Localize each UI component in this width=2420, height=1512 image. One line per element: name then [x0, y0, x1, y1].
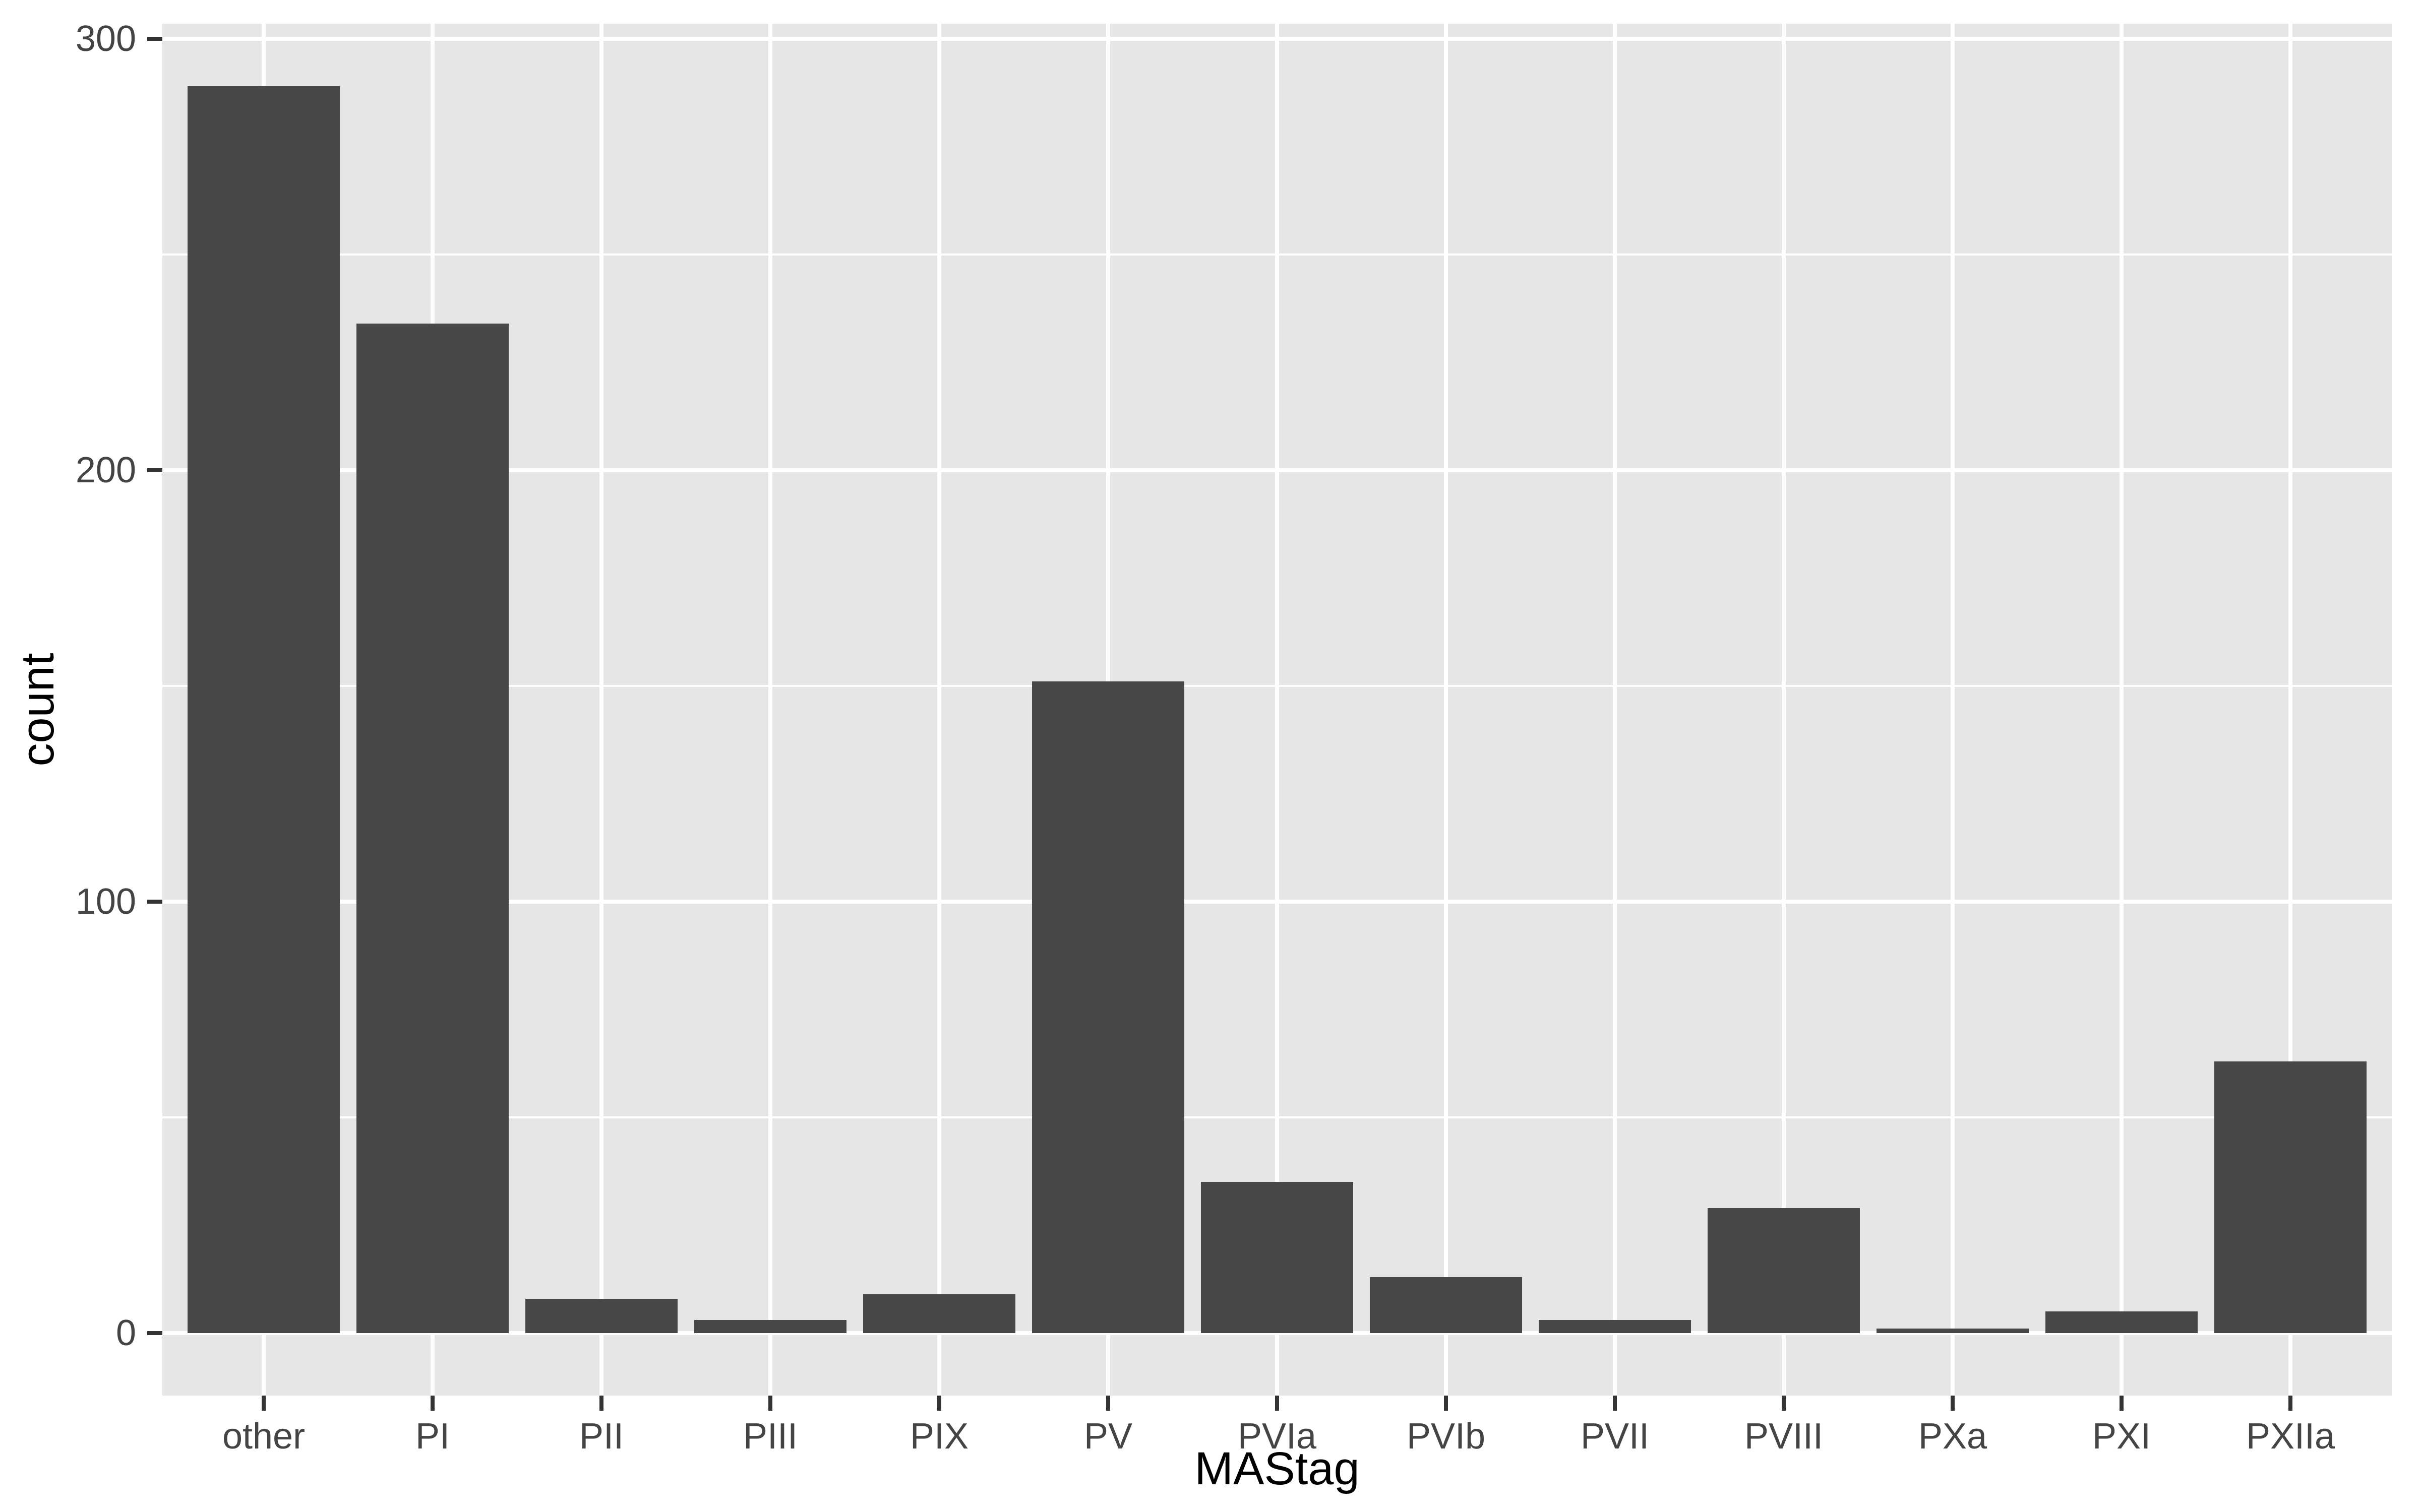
x-tick-label-PVIII: PVIII — [1744, 1416, 1824, 1457]
bar-PVIII — [1708, 1208, 1860, 1333]
x-tick-label-PXIIa: PXIIa — [2246, 1416, 2335, 1457]
x-tick-mark-PVIb — [1444, 1396, 1448, 1411]
major-gridline-x-PVIa — [1275, 24, 1279, 1396]
x-tick-label-PVIa: PVIa — [1237, 1416, 1317, 1457]
y-tick-mark-0 — [147, 1331, 162, 1335]
x-tick-label-PV: PV — [1083, 1416, 1133, 1457]
major-gridline-x-PVIb — [1444, 24, 1448, 1396]
x-tick-mark-PIII — [768, 1396, 772, 1411]
major-gridline-x-PVIII — [1782, 24, 1786, 1396]
x-tick-mark-PXa — [1951, 1396, 1955, 1411]
x-tick-mark-PVIII — [1782, 1396, 1786, 1411]
x-tick-label-other: other — [222, 1416, 306, 1457]
major-gridline-x-PIII — [768, 24, 772, 1396]
bar-other — [188, 86, 340, 1333]
bar-PV — [1032, 681, 1184, 1333]
plot-panel — [162, 24, 2392, 1396]
y-tick-mark-200 — [147, 468, 162, 472]
bar-PVII — [1539, 1320, 1691, 1333]
major-gridline-x-PXIIa — [2288, 24, 2292, 1396]
bar-PXIIa — [2214, 1061, 2367, 1333]
x-tick-label-PXI: PXI — [2092, 1416, 2151, 1457]
major-gridline-x-PXI — [2120, 24, 2124, 1396]
bar-PI — [356, 323, 509, 1333]
y-tick-label-0: 0 — [115, 1313, 136, 1353]
x-tick-mark-PXI — [2120, 1396, 2124, 1411]
y-tick-label-300: 300 — [75, 19, 136, 59]
x-tick-label-PXa: PXa — [1918, 1416, 1987, 1457]
x-tick-label-PII: PII — [579, 1416, 624, 1457]
x-tick-mark-PXIIa — [2288, 1396, 2292, 1411]
y-tick-mark-300 — [147, 37, 162, 41]
x-tick-mark-other — [262, 1396, 266, 1411]
bar-PII — [525, 1298, 678, 1333]
bar-PXI — [2045, 1311, 2198, 1333]
x-tick-mark-PVII — [1613, 1396, 1617, 1411]
x-tick-mark-PI — [431, 1396, 435, 1411]
x-tick-mark-PIX — [937, 1396, 941, 1411]
major-gridline-x-PIX — [937, 24, 941, 1396]
major-gridline-x-PII — [599, 24, 603, 1396]
x-tick-label-PIII: PIII — [743, 1416, 798, 1457]
bar-PXa — [1877, 1329, 2029, 1333]
x-tick-mark-PV — [1106, 1396, 1110, 1411]
x-axis-title: MAStag — [1194, 1443, 1360, 1494]
x-tick-mark-PVIa — [1275, 1396, 1279, 1411]
major-gridline-x-PXa — [1951, 24, 1955, 1396]
bar-PVIa — [1201, 1182, 1353, 1333]
y-tick-label-200: 200 — [75, 450, 136, 490]
bar-PVIb — [1370, 1277, 1522, 1333]
major-gridline-x-PVII — [1613, 24, 1617, 1396]
x-tick-label-PVIb: PVIb — [1406, 1416, 1486, 1457]
x-tick-label-PVII: PVII — [1580, 1416, 1650, 1457]
bar-PIII — [694, 1320, 846, 1333]
bar-PIX — [863, 1294, 1015, 1333]
y-tick-mark-100 — [147, 900, 162, 904]
x-tick-label-PI: PI — [415, 1416, 450, 1457]
y-axis-title: count — [12, 653, 64, 767]
y-tick-label-100: 100 — [75, 881, 136, 922]
x-tick-label-PIX: PIX — [910, 1416, 969, 1457]
x-tick-mark-PII — [599, 1396, 603, 1411]
